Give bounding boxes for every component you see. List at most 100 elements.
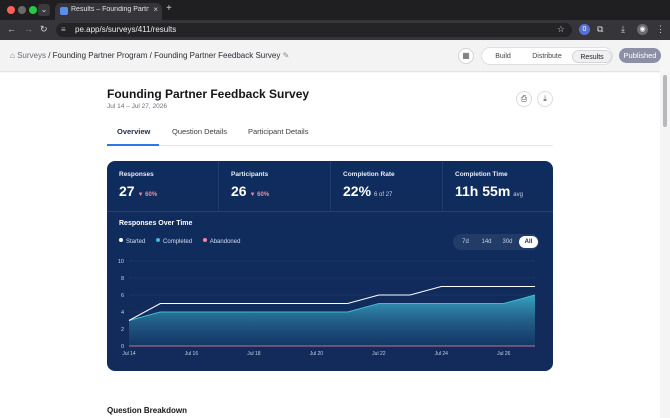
page-tabs: Overview Question Details Participant De… <box>107 120 553 146</box>
browser-toolbar: ← → ↻ ≡ pe.app/s/surveys/411/results ☆ 0… <box>0 20 670 40</box>
address-bar[interactable]: ≡ pe.app/s/surveys/411/results ☆ <box>56 23 572 37</box>
range-30d[interactable]: 30d <box>502 239 513 245</box>
breadcrumb-survey: Founding Partner Feedback Survey <box>154 51 281 60</box>
x-tick-label: Jul 24 <box>435 351 449 357</box>
overview-card: Responses 27 ▼ 60% Participants 26 ▼ 60% C… <box>107 161 553 371</box>
legend-started: Started <box>119 238 146 245</box>
home-icon[interactable]: ⌂ <box>10 51 15 60</box>
stat-value-wrap: 27 ▼ 60% <box>119 183 157 199</box>
legend-completed: Completed <box>156 238 193 245</box>
nav-build[interactable]: Build <box>495 53 511 60</box>
legend-label: Completed <box>163 239 193 245</box>
stat-value: 27 <box>119 183 135 199</box>
reload-icon[interactable]: ↻ <box>40 24 48 34</box>
page-scrollbar[interactable] <box>660 73 670 418</box>
profile-avatar-icon[interactable]: ◉ <box>637 24 648 35</box>
legend-swatch <box>202 238 207 242</box>
published-status-button[interactable]: Published <box>619 48 661 63</box>
legend-label: Started <box>126 239 146 245</box>
tab-overview[interactable]: Overview <box>117 127 151 136</box>
legend-swatch <box>156 238 161 242</box>
calendar-icon: ▦ <box>462 51 470 60</box>
url-text: pe.app/s/surveys/411/results <box>75 25 177 34</box>
survey-date-range: Jul 14 – Jul 27, 2026 <box>107 103 167 110</box>
started-line <box>128 286 535 321</box>
stat-value: 26 <box>231 183 247 199</box>
range-7d[interactable]: 7d <box>462 239 469 245</box>
tab-participant-details[interactable]: Participant Details <box>248 127 309 136</box>
forward-icon[interactable]: → <box>24 24 33 34</box>
browser-tab[interactable]: Results – Founding Partner Fe × <box>55 3 162 20</box>
y-tick-label: 6 <box>121 293 124 299</box>
y-tick-label: 2 <box>121 327 124 333</box>
stat-value: 11h 55m <box>455 183 511 199</box>
y-tick-label: 4 <box>121 310 124 316</box>
stat-label: Participants <box>231 171 269 178</box>
browser-menu-icon[interactable]: ⋮ <box>656 24 665 34</box>
printer-icon: ⎙ <box>520 94 528 103</box>
y-tick-label: 10 <box>118 259 124 265</box>
download-button[interactable]: ⤓ <box>537 91 553 107</box>
chart-title: Responses Over Time <box>119 220 193 227</box>
close-tab-icon[interactable]: × <box>153 5 158 14</box>
x-tick-label: Jul 14 <box>122 351 136 357</box>
stat-change: ▼ 60% <box>137 192 158 198</box>
breadcrumb-surveys[interactable]: Surveys <box>17 51 46 60</box>
x-tick-label: Jul 26 <box>497 351 511 357</box>
extension-icon[interactable]: 0 <box>579 24 590 35</box>
stat-responses: Responses 27 ▼ 60% <box>107 161 218 211</box>
minimize-window-button[interactable] <box>18 6 26 14</box>
nav-segment-control: Build Distribute Results <box>481 47 613 65</box>
stat-sub: 6 of 27 <box>374 192 393 198</box>
stat-completion-time: Completion Time 11h 55m avg <box>442 161 553 211</box>
app-header: ⌂ Surveys / Founding Partner Program / F… <box>0 40 661 72</box>
edit-pencil-icon[interactable]: ✎ <box>282 51 290 60</box>
legend-label: Abandoned <box>209 239 241 245</box>
close-window-button[interactable] <box>7 6 15 14</box>
breadcrumb-separator: / <box>149 51 155 60</box>
nav-distribute[interactable]: Distribute <box>532 53 562 60</box>
legend-swatch <box>119 238 123 242</box>
stat-label: Responses <box>119 171 154 178</box>
x-tick-label: Jul 20 <box>310 351 324 357</box>
x-tick-label: Jul 22 <box>372 351 386 357</box>
new-tab-button[interactable]: + <box>166 3 172 14</box>
stat-value: 22% <box>343 183 372 199</box>
chart-legend: Started Completed Abandoned <box>119 238 249 245</box>
breadcrumb: ⌂ Surveys / Founding Partner Program / F… <box>10 51 289 60</box>
stat-label: Completion Time <box>455 171 508 178</box>
range-14d[interactable]: 14d <box>481 239 492 245</box>
site-info-icon[interactable]: ≡ <box>61 25 66 34</box>
extensions-puzzle-icon[interactable]: ⧉ <box>597 24 604 34</box>
tab-search-button[interactable]: ⌄ <box>38 4 50 16</box>
bookmark-star-icon[interactable]: ☆ <box>556 24 565 34</box>
download-icon[interactable]: ⤓ <box>621 24 625 34</box>
completed-line <box>128 294 536 321</box>
download-icon: ⤓ <box>543 94 547 103</box>
breadcrumb-program[interactable]: Founding Partner Program <box>52 51 148 60</box>
back-icon[interactable]: ← <box>7 24 16 34</box>
y-tick-label: 8 <box>121 276 124 282</box>
page-title: Founding Partner Feedback Survey <box>107 87 310 101</box>
range-all[interactable]: All <box>519 236 538 248</box>
browser-tab-title: Results – Founding Partner Fe <box>71 6 149 13</box>
scrollbar-thumb[interactable] <box>663 75 667 127</box>
nav-results[interactable]: Results <box>572 50 612 63</box>
favicon-icon <box>60 7 68 15</box>
stat-value-wrap: 22% 6 of 27 <box>343 183 392 199</box>
stat-value-wrap: 11h 55m avg <box>455 183 523 199</box>
stat-completion-rate: Completion Rate 22% 6 of 27 <box>330 161 441 211</box>
zoom-window-button[interactable] <box>29 6 37 14</box>
responses-chart: 0 2 4 6 8 10 Jul 14 Jul 16 Jul 18 Jul 20 Jul 22 Jul… <box>118 259 536 357</box>
calendar-button[interactable]: ▦ <box>458 48 474 64</box>
active-tab-underline <box>107 144 159 146</box>
breadcrumb-separator: / <box>48 51 53 60</box>
completed-area <box>129 295 535 346</box>
print-button[interactable]: ⎙ <box>516 91 532 107</box>
stat-value-wrap: 26 ▼ 60% <box>231 183 269 199</box>
stat-change: ▼ 60% <box>249 192 270 198</box>
stat-participants: Participants 26 ▼ 60% <box>218 161 329 211</box>
tab-question-details[interactable]: Question Details <box>172 127 228 136</box>
stat-sub: avg <box>513 192 523 198</box>
browser-tabstrip: ⌄ Results – Founding Partner Fe × + <box>0 0 670 20</box>
